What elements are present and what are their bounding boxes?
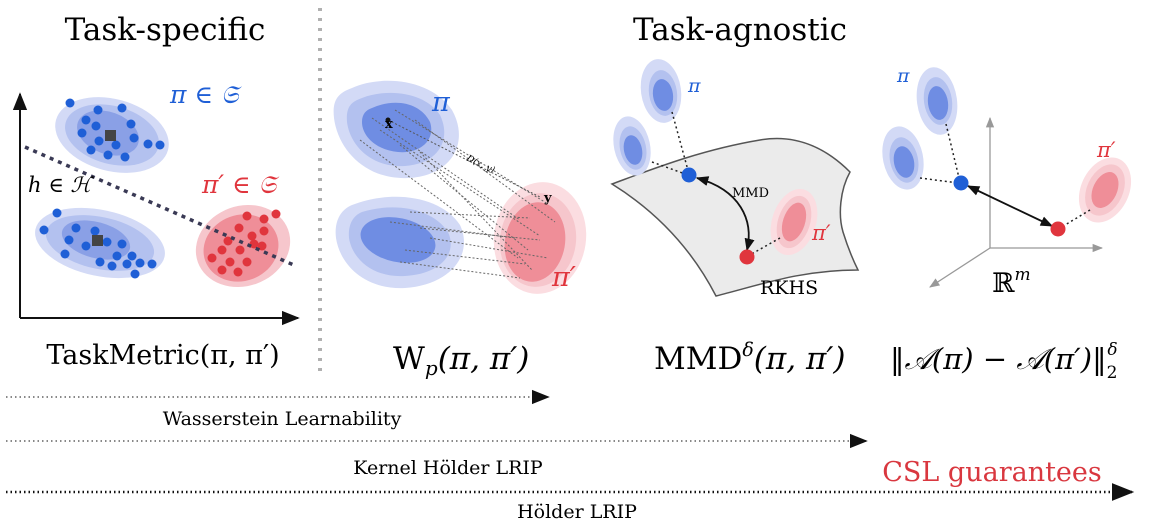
metric-mmd-name: MMD (654, 341, 742, 377)
label-pi: π (431, 87, 451, 118)
label-wasserstein-learnability: Wasserstein Learnability (163, 408, 402, 430)
metric-sketch-distance: ‖𝒜(π) − 𝒜(π′)‖2 δ (890, 340, 1118, 383)
metric-w-sub: p (425, 356, 438, 380)
label-pi: π (896, 65, 910, 87)
distribution-pi-left (882, 126, 924, 190)
label-csl-guarantees: CSL guarantees (882, 457, 1102, 488)
metric-sketch-sup: δ (1107, 340, 1117, 360)
label-kernel-holder-lrip: Kernel Hölder LRIP (353, 457, 543, 479)
cluster-pi (55, 97, 169, 173)
metric-wasserstein: Wp(π, π′) (393, 341, 529, 380)
embedding-point-pi-prime (1050, 221, 1066, 237)
panel-mmd: RKHS π π′ MMD MMDδ(π, π′) (610, 59, 860, 377)
label-distance: D(x, y) (464, 152, 497, 176)
label-pi-in-s: π ∈ 𝔖 (169, 80, 242, 109)
metric-mmd-sup: δ (742, 339, 753, 361)
embedding-lines (919, 123, 1091, 229)
panel-wasserstein: x y D(x, y) π π′ Wp(π, π′) (333, 80, 587, 380)
panel-sketch: ℝm π π′ ‖𝒜(π) − 𝒜(π′)‖2 δ (882, 65, 1132, 383)
embedding-point-pi-prime (739, 249, 755, 265)
label-rm-base: ℝ (992, 268, 1015, 299)
metric-w: W (393, 341, 425, 377)
metric-w-args: (π, π′) (438, 341, 530, 377)
distance-arrow (966, 185, 1054, 227)
label-rkhs: RKHS (760, 277, 818, 299)
metric-taskmetric: TaskMetric(π, π′) (46, 340, 279, 371)
label-pi-prime-in-s: π′ ∈ 𝔖 (201, 170, 280, 199)
embedding-point-pi (953, 175, 969, 191)
heading-task-specific: Task-specific (65, 12, 266, 48)
distribution-pi-top (640, 59, 682, 123)
distribution-pi-prime (493, 182, 587, 294)
label-pi: π (687, 75, 701, 97)
label-rm: ℝm (992, 265, 1031, 299)
embedding-point-pi (681, 167, 697, 183)
distribution-pi-left (613, 116, 651, 176)
cluster-pi-prime (195, 204, 291, 288)
distance-line (387, 119, 541, 198)
metric-sketch-body: ‖𝒜(π) − 𝒜(π′)‖ (890, 342, 1107, 376)
heading-task-agnostic: Task-agnostic (633, 12, 847, 48)
cluster-pi-bottom (35, 207, 165, 279)
label-y: y (543, 191, 552, 206)
label-pi-prime: π′ (811, 221, 831, 245)
label-pi-prime: π′ (551, 262, 576, 293)
transport-lines (359, 109, 556, 279)
label-rm-sup: m (1014, 265, 1030, 285)
distribution-pi-prime (1078, 157, 1132, 223)
label-x: x (385, 117, 393, 132)
label-h-in-h: h ∈ ℋ (28, 173, 94, 197)
label-holder-lrip: Hölder LRIP (517, 501, 637, 522)
distribution-pi (333, 80, 464, 289)
mmd-arrow (695, 176, 755, 252)
metric-sketch-sub: 2 (1107, 363, 1118, 383)
axes-rm (929, 116, 1104, 288)
panel-task-specific: π ∈ 𝔖 (12, 80, 300, 371)
label-pi-prime: π′ (1096, 138, 1116, 162)
label-mmd: MMD (732, 186, 769, 201)
distribution-pi-top (916, 67, 958, 135)
decision-boundary (24, 145, 297, 268)
learnability-arrows: Wasserstein Learnability Kernel Hölder L… (6, 389, 1135, 522)
point-x (385, 117, 391, 123)
metric-mmd-args: (π, π′) (754, 341, 846, 377)
metric-mmd: MMDδ(π, π′) (654, 339, 845, 377)
distribution-pi-prime (770, 188, 818, 256)
